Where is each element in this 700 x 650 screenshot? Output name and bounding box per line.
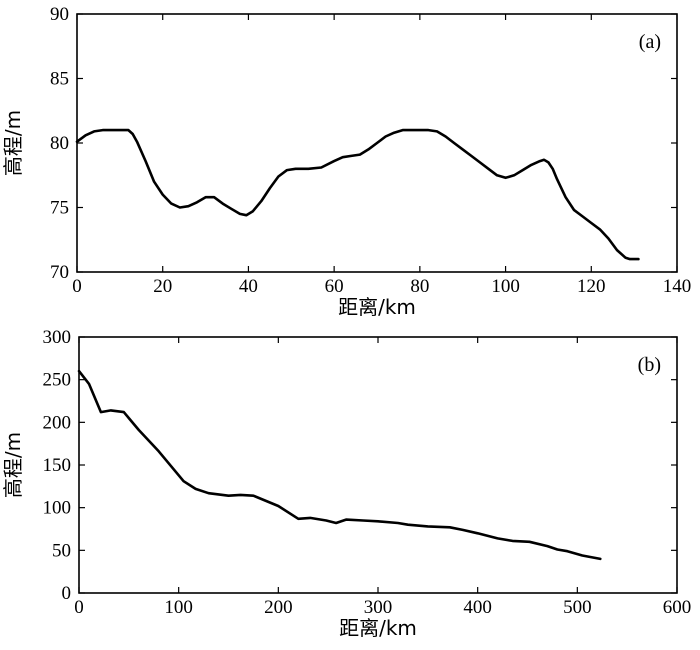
x-tick-label: 0 (74, 597, 84, 618)
y-tick-label: 250 (43, 370, 72, 391)
y-tick-label: 150 (43, 455, 72, 476)
y-tick-label: 200 (43, 412, 72, 433)
y-tick-label: 0 (62, 583, 72, 604)
y-tick-label: 100 (43, 498, 72, 519)
x-tick-label: 400 (463, 597, 492, 618)
x-tick-label: 40 (239, 276, 258, 297)
y-axis-label: 高程/m (1, 432, 25, 498)
chart-panel-b: 0 100 200 300 400 500 600050100150200250300距离/… (1, 327, 691, 640)
x-tick-label: 200 (264, 597, 293, 618)
x-tick-label: 80 (410, 276, 429, 297)
series-line-b (77, 369, 602, 561)
x-tick-label: 0 (72, 276, 82, 297)
y-tick-label: 50 (52, 540, 71, 561)
y-axis-label: 高程/m (1, 110, 25, 176)
x-axis-label: 距离/km (339, 616, 417, 640)
y-tick-label: 85 (50, 69, 69, 90)
x-tick-label: 600 (663, 597, 692, 618)
y-tick-label: 70 (50, 262, 69, 283)
x-tick-label: 140 (663, 276, 692, 297)
panel-label: (a) (639, 31, 661, 53)
y-tick-label: 300 (43, 327, 72, 348)
y-tick-label: 90 (50, 4, 69, 25)
chart-panel-a: 0 20 40 60 80 100 120 140 70 75 80 85 90 距离/km 高程/m (a) (1, 4, 691, 319)
y-tick-label: 75 (50, 198, 69, 219)
x-tick-label: 100 (491, 276, 520, 297)
x-tick-label: 300 (364, 597, 393, 618)
series-line-a (75, 128, 640, 261)
x-tick-label: 60 (325, 276, 344, 297)
panel-label: (b) (638, 354, 661, 376)
x-tick-label: 20 (153, 276, 172, 297)
y-tick-label: 80 (50, 133, 69, 154)
x-tick-label: 500 (563, 597, 592, 618)
x-tick-label: 120 (577, 276, 606, 297)
x-tick-label: 100 (164, 597, 193, 618)
x-axis-label: 距离/km (338, 295, 416, 319)
